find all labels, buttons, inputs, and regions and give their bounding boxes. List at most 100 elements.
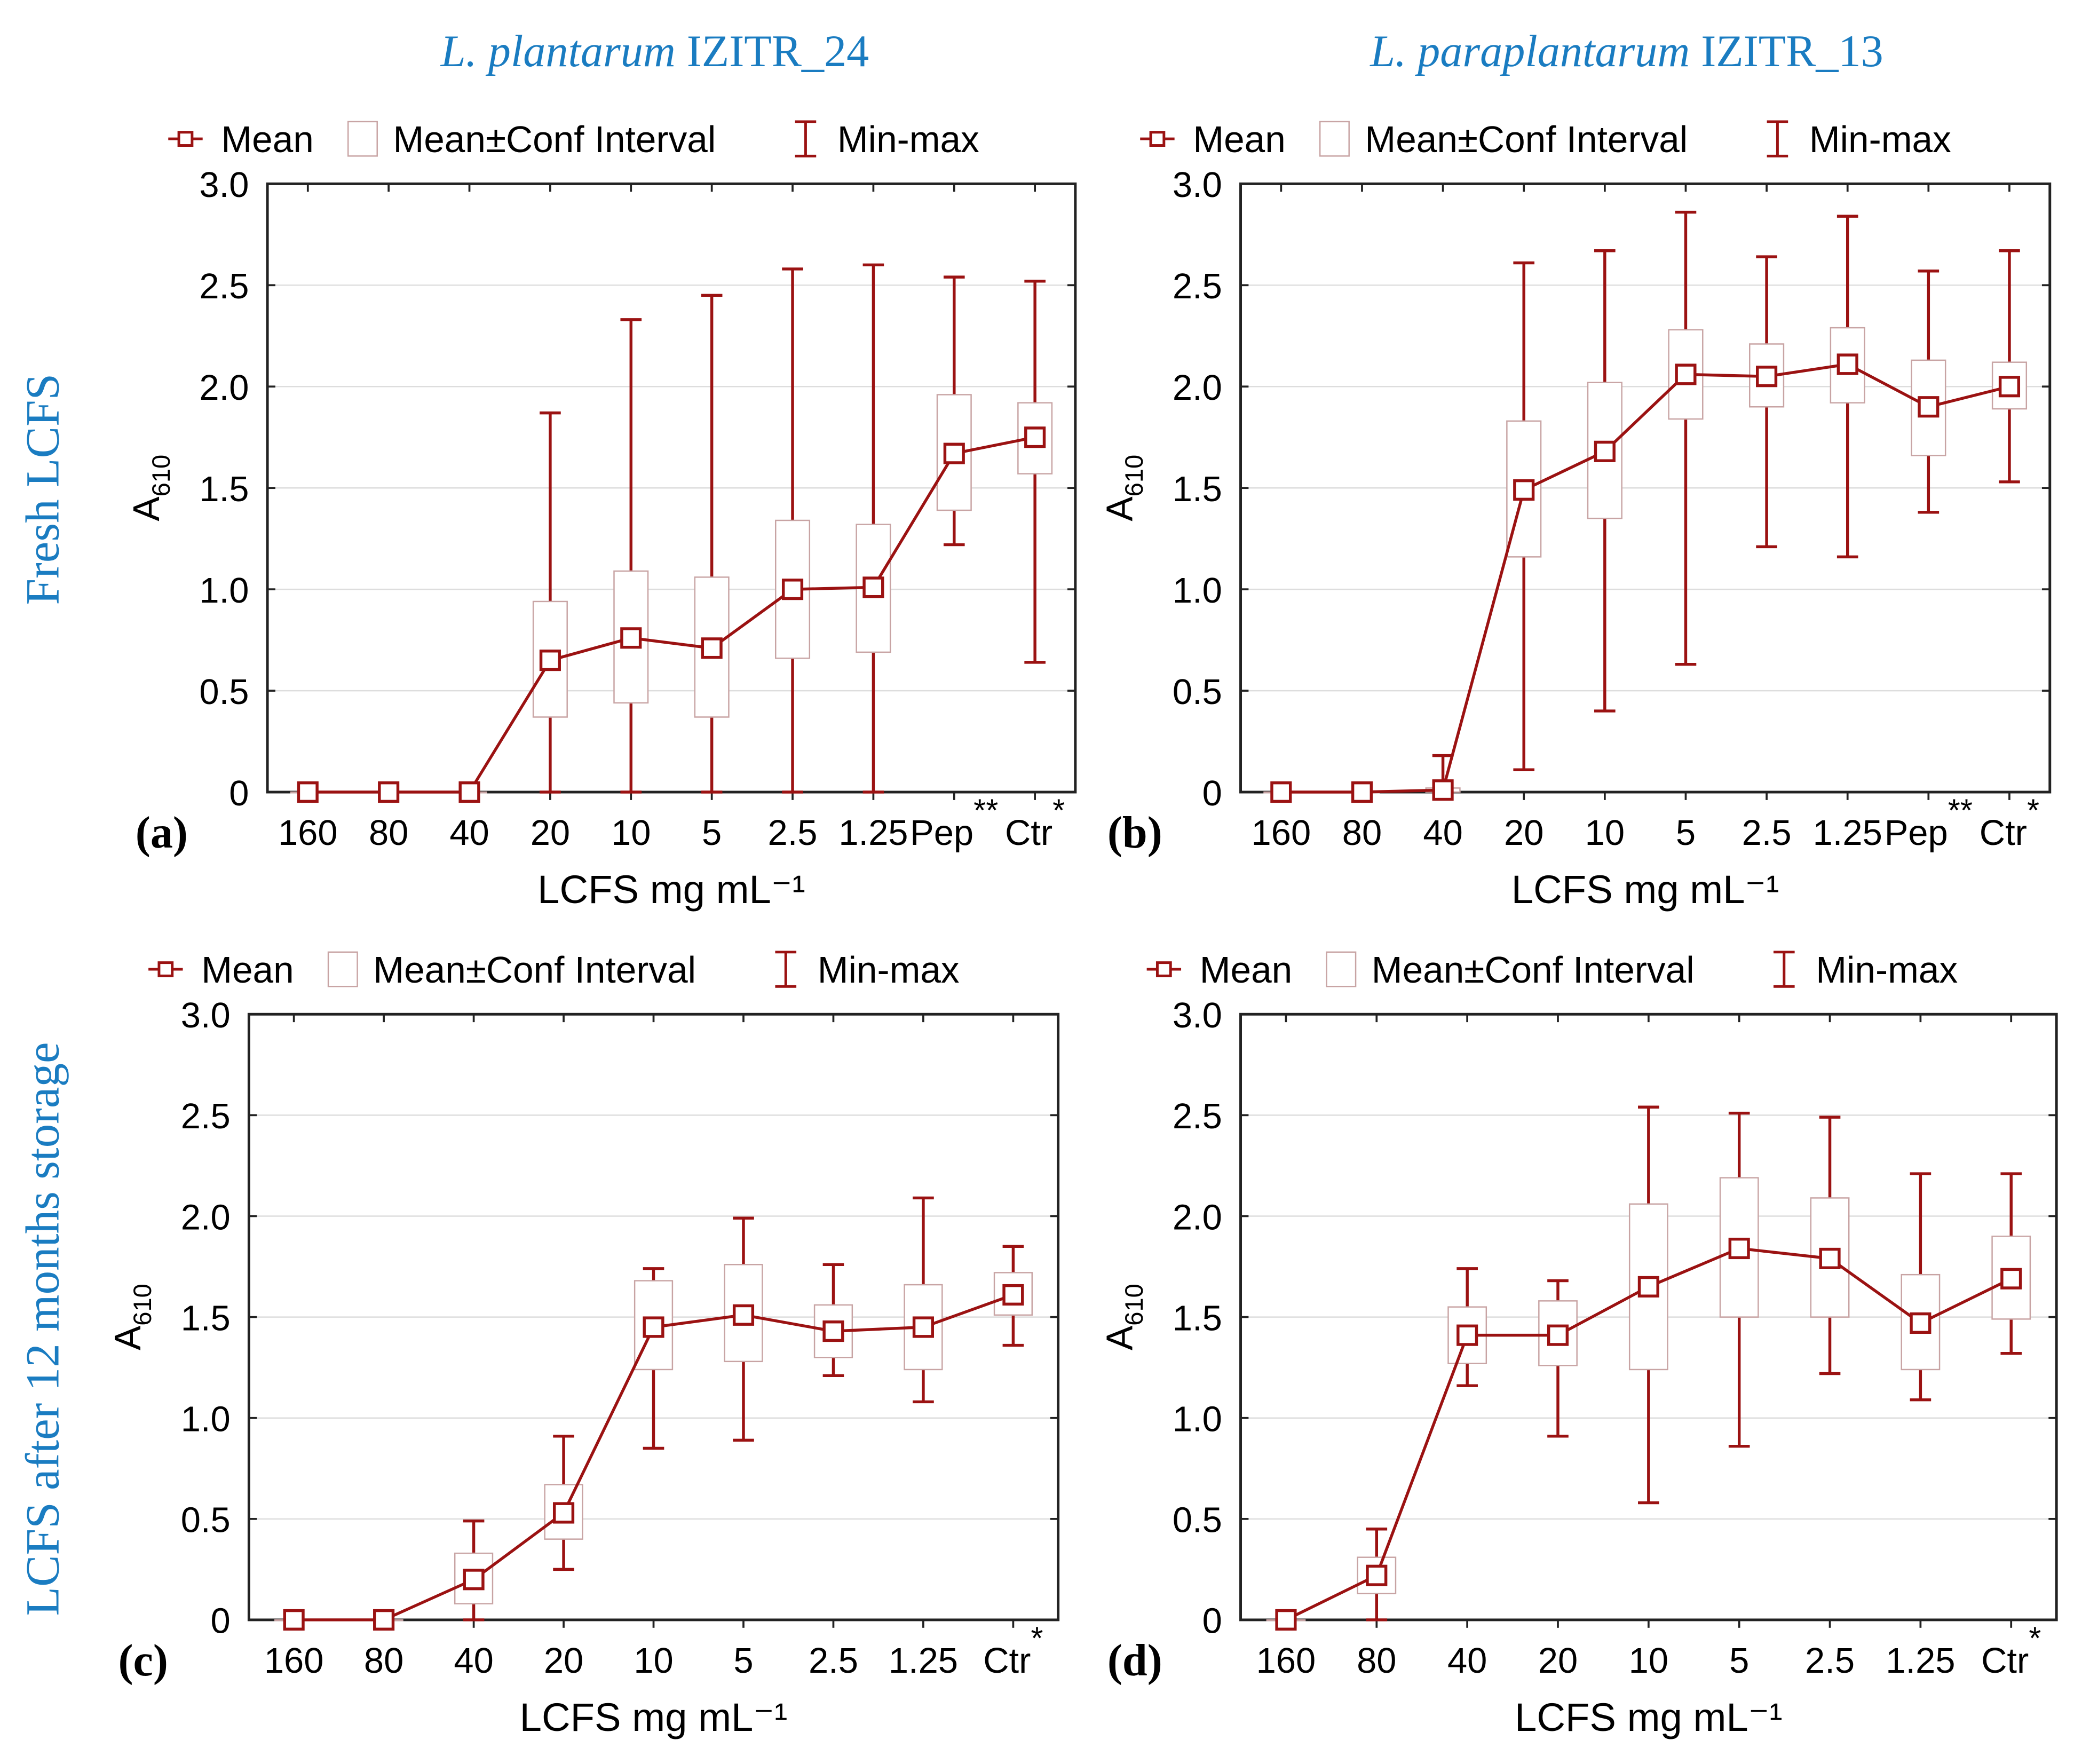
mean-marker	[620, 627, 642, 649]
x-tick-label: 10	[611, 813, 651, 853]
legend-mean-marker-icon	[157, 961, 174, 977]
x-tick-label-text: 40	[454, 1641, 493, 1681]
minmax-whisker	[1675, 210, 1697, 666]
x-tick-label: 5	[1729, 1641, 1749, 1681]
mean-marker	[1024, 426, 1046, 448]
x-tick-label: 5	[733, 1641, 753, 1681]
legend: Mean Mean±Conf Interval Min-max	[148, 949, 960, 991]
legend-minmax-icon	[795, 120, 817, 157]
mean-marker	[1819, 1247, 1841, 1269]
y-axis-label-main: A	[107, 1325, 148, 1350]
legend: Mean Mean±Conf Interval Min-max	[168, 118, 979, 160]
x-tick-label-text: 2.5	[1805, 1641, 1855, 1681]
x-tick-label-text: 160	[278, 813, 338, 853]
x-tick-label: 160	[264, 1641, 324, 1681]
mean-marker	[862, 576, 884, 598]
x-tick-label: 40	[454, 1641, 493, 1681]
y-tick-label: 3.0	[1173, 165, 1222, 205]
x-tick-label: 1.25	[889, 1641, 958, 1681]
mean-marker	[378, 781, 400, 803]
column-title-left-strain: IZITR_24	[676, 27, 869, 76]
mean-marker	[1432, 779, 1454, 801]
column-title-left-species: L. plantarum	[440, 27, 676, 76]
mean-marker	[1594, 440, 1616, 462]
y-tick-label: 0.5	[1173, 672, 1222, 712]
x-tick-label-text: 80	[364, 1641, 403, 1681]
x-tick-label: 160	[1256, 1641, 1316, 1681]
y-tick-label: 1.5	[1173, 469, 1222, 509]
panel-d: Mean Mean±Conf Interval Min-max 0 0.5 1.0 1.5 2…	[1098, 949, 2058, 1739]
y-tick-label: 0	[229, 773, 249, 813]
mean-marker	[701, 637, 723, 659]
y-tick-label: 3.0	[181, 995, 231, 1035]
mean-marker	[1275, 1609, 1297, 1631]
x-tick-label-text: Ctr	[983, 1641, 1031, 1681]
column-title-right: L. paraplantarum IZITR_13	[1370, 27, 1883, 76]
y-tick-label: 0	[1202, 773, 1222, 813]
y-axis-label: A610	[125, 455, 175, 521]
legend-minmax-label: Min-max	[1809, 118, 1951, 160]
x-tick-label-text: 1.25	[889, 1641, 958, 1681]
y-tick-label: 0.5	[199, 672, 249, 712]
mean-marker	[1675, 363, 1697, 385]
x-tick-label: 40	[1447, 1641, 1487, 1681]
mean-marker	[2000, 1268, 2022, 1290]
x-tick-label: 80	[364, 1641, 403, 1681]
mean-marker	[781, 579, 804, 600]
legend-mean-marker-icon	[1149, 131, 1166, 147]
x-tick-label: 1.25	[1813, 813, 1882, 853]
mean-marker	[912, 1316, 935, 1338]
x-tick-label: 40	[449, 813, 489, 853]
y-tick-label: 0.5	[181, 1500, 231, 1540]
x-tick-label: 2.5	[809, 1641, 858, 1681]
panels: Mean Mean±Conf Interval Min-max 0 0.5 1.0 1.5 2…	[107, 118, 2058, 1739]
x-tick-label: 80	[1357, 1641, 1396, 1681]
x-axis-label: LCFS mg mL⁻¹	[1511, 867, 1779, 912]
mean-marker	[1366, 1564, 1388, 1586]
x-tick-label: 1.25	[838, 813, 908, 853]
legend-ci-swatch-icon	[347, 121, 378, 157]
y-tick-label: 2.5	[1173, 266, 1222, 306]
x-tick-label: Pep**	[1885, 793, 1973, 853]
legend: Mean Mean±Conf Interval Min-max	[1140, 118, 1951, 160]
ci-box	[544, 1484, 583, 1540]
ci-box	[1357, 1556, 1397, 1595]
x-tick-label-text: Ctr	[1005, 813, 1052, 853]
panel-a: Mean Mean±Conf Interval Min-max 0 0.5 1.0 1.5 2…	[125, 118, 1077, 912]
mean-marker	[1836, 353, 1858, 375]
mean-marker	[297, 781, 319, 803]
x-tick-label: 80	[369, 813, 408, 853]
y-axis-label-main: A	[125, 496, 167, 521]
mean-line	[307, 436, 1035, 794]
legend-ci-swatch-icon	[1319, 121, 1350, 157]
x-tick-label-text: 80	[1342, 813, 1382, 853]
y-axis-label-subscript: 610	[147, 455, 175, 497]
x-tick-label-text: Pep	[1885, 813, 1948, 853]
panel-label: (b)	[1107, 808, 1162, 858]
x-tick-label: 20	[531, 813, 570, 853]
x-tick-label-text: 160	[1256, 1641, 1316, 1681]
x-tick-label-text: 40	[1423, 813, 1462, 853]
legend-minmax-icon	[775, 951, 797, 988]
mean-marker	[1756, 366, 1778, 387]
y-axis-label-main: A	[1098, 1325, 1140, 1350]
x-tick-label-asterisk: **	[973, 793, 998, 828]
y-tick-label: 2.0	[199, 368, 249, 408]
minmax-whisker	[620, 318, 642, 794]
column-title-left: L. plantarum IZITR_24	[440, 27, 869, 76]
x-tick-label-text: 1.25	[1886, 1641, 1955, 1681]
y-axis-label: A610	[107, 1284, 156, 1350]
x-tick-label: Ctr*	[1980, 793, 2039, 853]
mean-marker	[463, 1569, 485, 1591]
panel-c: Mean Mean±Conf Interval Min-max 0 0.5 1.0 1.5 2…	[107, 949, 1060, 1739]
x-tick-label-text: 5	[702, 813, 722, 853]
legend-ci-swatch-icon	[327, 951, 358, 987]
x-tick-label-text: 40	[1447, 1641, 1487, 1681]
row-title-top: Fresh LCFS	[17, 374, 69, 605]
y-tick-label: 1.5	[181, 1298, 231, 1338]
x-tick-label-text: 20	[531, 813, 570, 853]
x-tick-label-text: 2.5	[768, 813, 818, 853]
mean-marker	[1637, 1276, 1659, 1298]
x-tick-label: 10	[1629, 1641, 1668, 1681]
